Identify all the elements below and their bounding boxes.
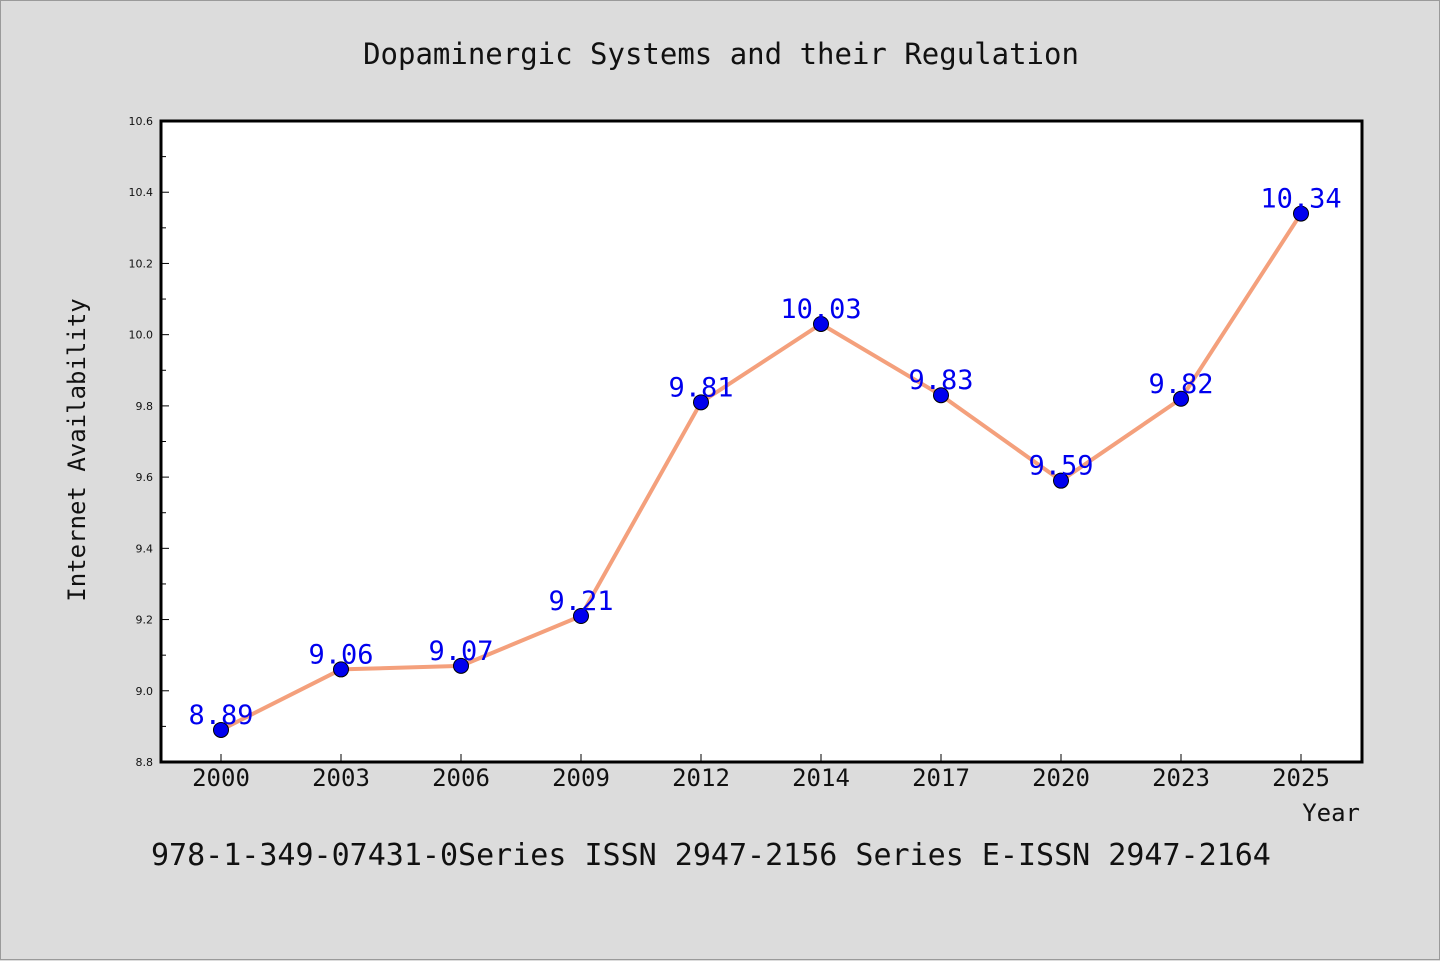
chart-title: Dopaminergic Systems and their Regulatio… [363, 37, 1079, 71]
plot-area [159, 119, 1364, 764]
y-tick-label: 10.0 [129, 329, 154, 342]
y-tick-label: 9.2 [136, 614, 154, 627]
x-tick-label: 2014 [792, 764, 850, 792]
x-tick-label: 2023 [1152, 764, 1210, 792]
x-tick-label: 2020 [1032, 764, 1090, 792]
x-tick-label: 2003 [312, 764, 370, 792]
data-point-marker [693, 394, 709, 411]
data-point-marker [933, 387, 949, 404]
data-point-marker [1293, 205, 1309, 222]
x-axis-label: Year [1302, 799, 1360, 827]
data-label: 9.59 [1028, 451, 1093, 482]
data-label: 8.89 [188, 700, 253, 731]
data-point-marker [573, 607, 589, 624]
data-point-marker [453, 657, 469, 674]
data-label: 9.07 [428, 636, 493, 667]
x-tick-label: 2006 [432, 764, 490, 792]
data-label: 10.03 [780, 294, 861, 325]
data-point-marker [213, 721, 229, 738]
x-tick-label: 2009 [552, 764, 610, 792]
y-axis: 8.8 9.0 9.2 9.4 9.6 9.8 10.0 10.2 10.4 10.6 [129, 115, 169, 769]
y-tick-label: 9.4 [136, 542, 154, 555]
y-tick-label: 10.2 [129, 257, 154, 270]
x-tick-label: 2025 [1272, 764, 1330, 792]
series-markers [213, 205, 1309, 738]
data-point-marker [1173, 390, 1189, 407]
y-tick-label: 9.6 [136, 471, 154, 484]
y-axis-label: Internet Availability [63, 298, 91, 601]
series-line [220, 212, 1303, 732]
data-labels: 8.89 9.06 9.07 9.21 9.81 10.03 9.83 9.59 9.82 10.… [188, 184, 1341, 731]
y-tick-label: 9.8 [136, 400, 154, 413]
data-label: 9.83 [908, 365, 973, 396]
data-point-marker [813, 315, 829, 332]
x-tick-label: 2012 [672, 764, 730, 792]
y-tick-label: 10.4 [129, 186, 154, 199]
data-label: 9.82 [1148, 369, 1213, 400]
x-tick-label: 2017 [912, 764, 970, 792]
x-tick-label: 2000 [192, 764, 250, 792]
y-tick-label: 9.0 [136, 685, 154, 698]
data-label: 9.81 [668, 372, 733, 403]
data-label: 9.21 [548, 586, 613, 617]
y-tick-label: 10.6 [129, 115, 154, 128]
y-tick-label: 8.8 [136, 756, 154, 769]
x-axis: 2000 2003 2006 2009 2012 2014 2017 2020 2023 2025 [192, 754, 1330, 792]
data-label: 9.06 [308, 639, 373, 670]
data-label: 10.34 [1260, 184, 1341, 215]
footer-caption: 978-1-349-07431-0Series ISSN 2947-2156 S… [151, 838, 1271, 873]
data-point-marker [1053, 472, 1069, 489]
data-point-marker [333, 661, 349, 678]
